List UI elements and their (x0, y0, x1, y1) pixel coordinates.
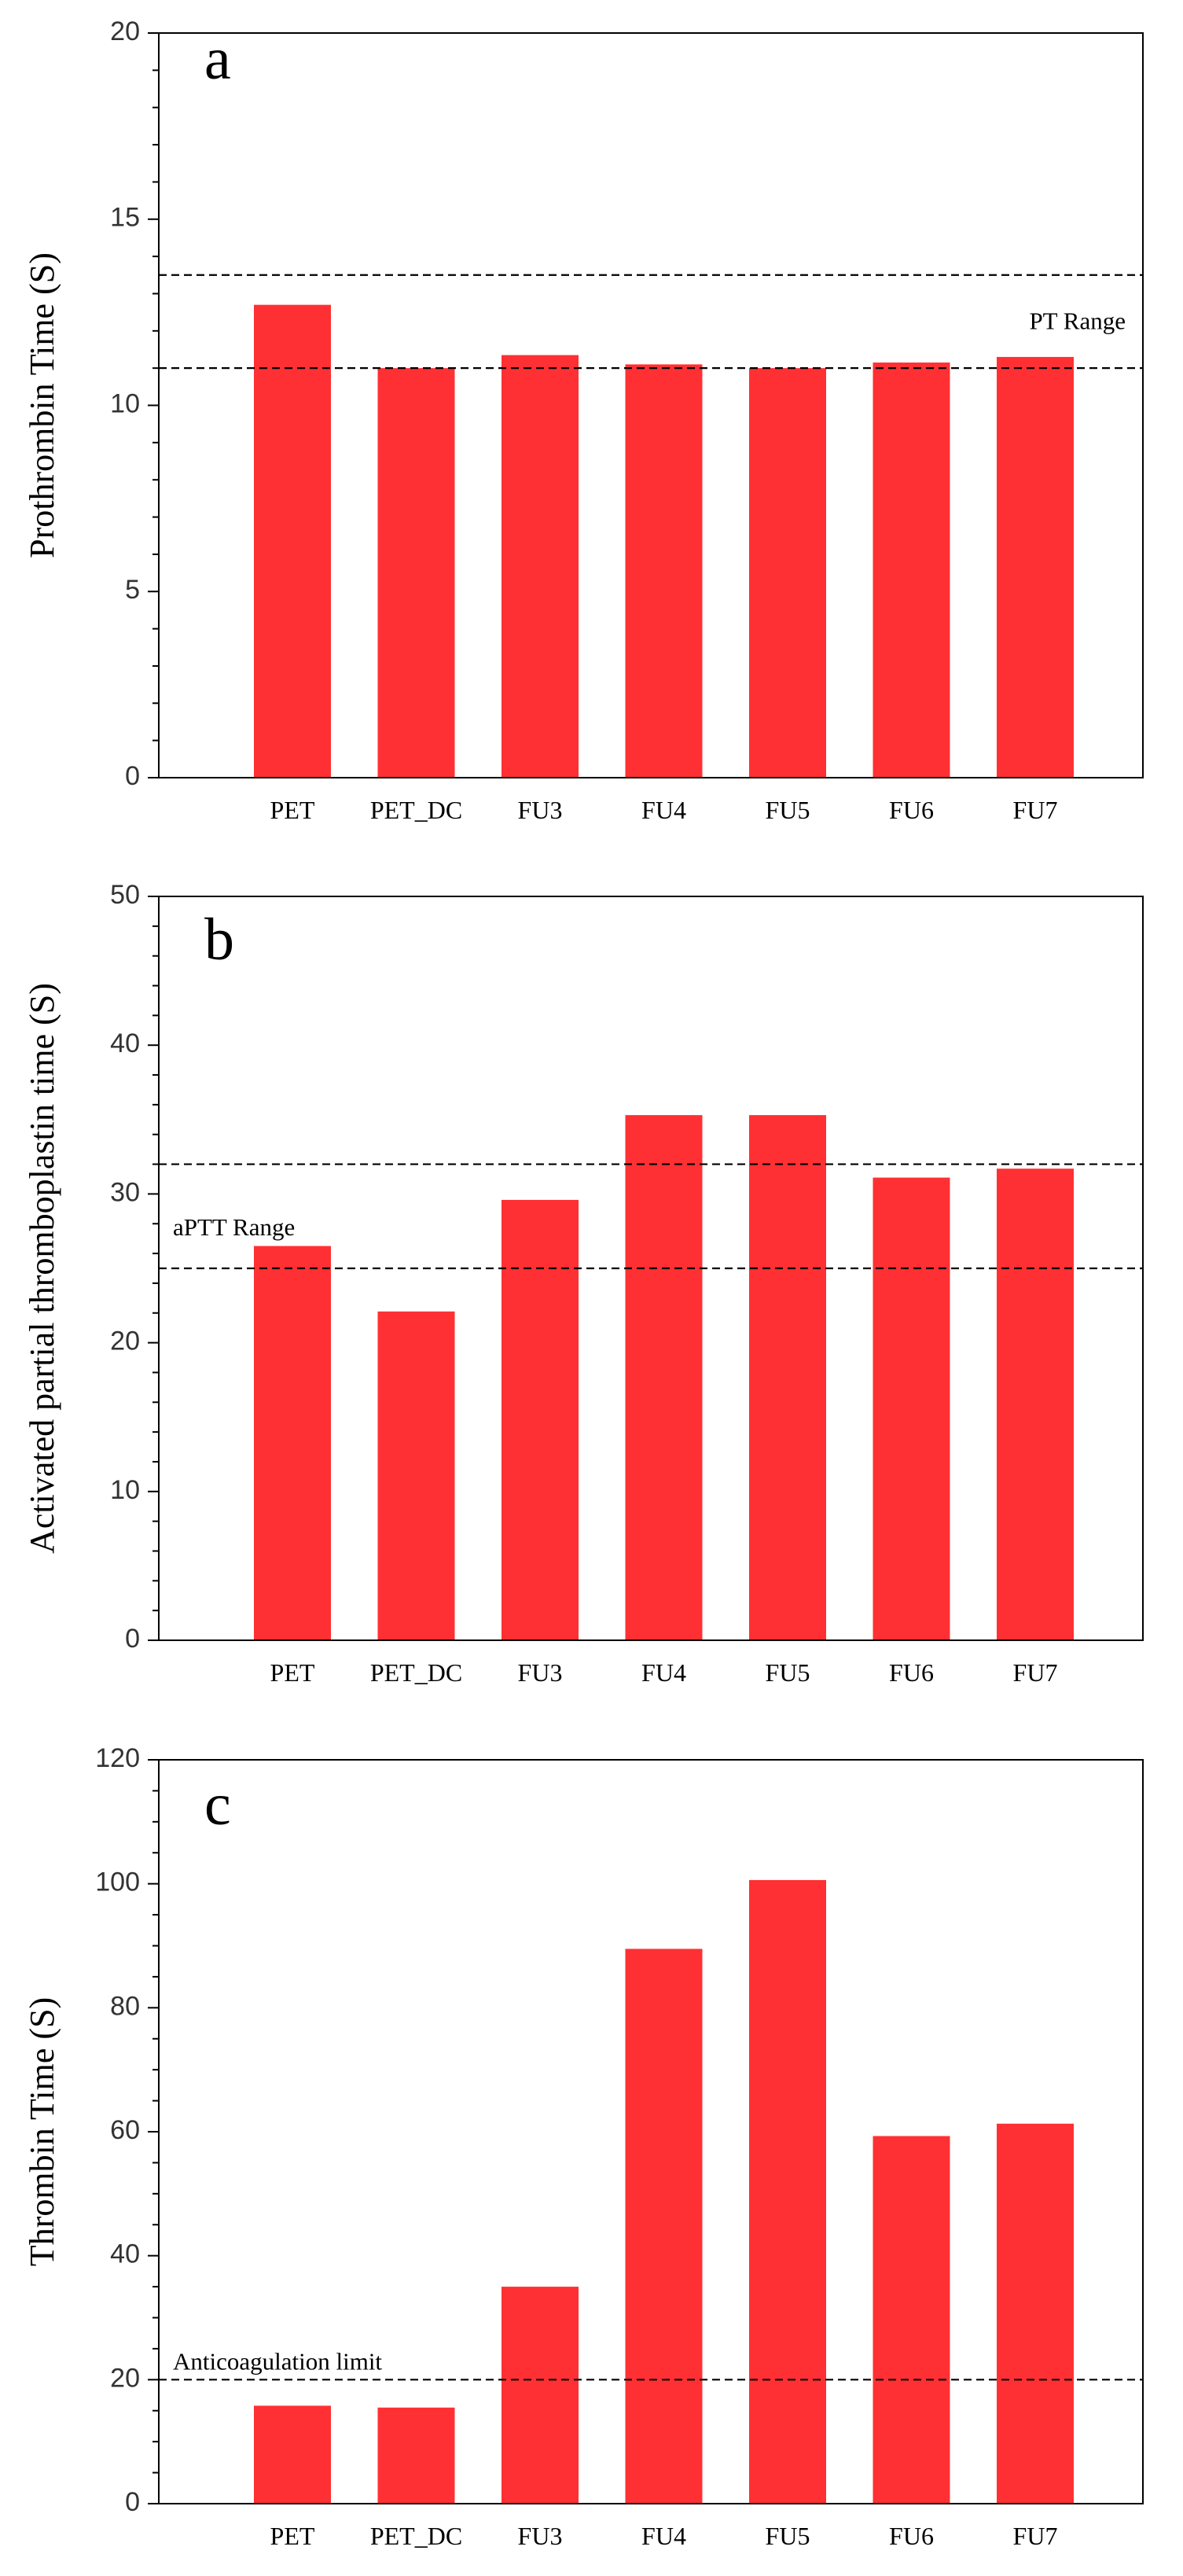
y-tick-label: 120 (95, 1743, 140, 1773)
panel-c-bar-fu5 (749, 1879, 826, 2504)
x-tick-label: FU4 (641, 796, 686, 824)
panel-a-x-axis: PET PET_DC FU3 FU4 FU5 FU6 FU7 (270, 796, 1058, 824)
panel-b-reference-label: aPTT Range (173, 1213, 295, 1241)
panel-b-bar-fu6 (873, 1177, 950, 1640)
panel-b-chart: b Activated partial thromboplastin time … (23, 880, 1144, 1687)
panel-a-reference-lines (159, 274, 1143, 370)
x-tick-label: PET (270, 1658, 315, 1687)
panel-a-y-axis-label: Prothrombin Time (S) (23, 252, 61, 558)
y-tick-label: 100 (95, 1868, 140, 1897)
panel-c-x-axis: PET PET_DC FU3 FU4 FU5 FU6 FU7 (270, 2522, 1058, 2550)
panel-b-y-axis-label: Activated partial thromboplastin time (S… (23, 983, 61, 1554)
panel-a-reference-label: PT Range (1029, 307, 1126, 334)
panel-a-bars (254, 304, 1074, 778)
panel-b-bar-pet (254, 1246, 331, 1640)
y-tick-label: 0 (125, 2487, 140, 2517)
x-tick-label: FU5 (766, 796, 810, 824)
panel-b-bar-fu5 (749, 1115, 826, 1640)
panel-b-bar-pet-dc (377, 1311, 455, 1640)
panel-b-bar-fu7 (997, 1168, 1074, 1640)
y-tick-label: 40 (110, 2239, 140, 2269)
panel-c-bar-pet (254, 2405, 331, 2504)
panel-c-letter: c (204, 1772, 231, 1838)
panel-b-plot-frame (158, 896, 1144, 1641)
panel-c-plot-frame (158, 1759, 1144, 2504)
x-tick-label: FU3 (518, 2522, 563, 2550)
panel-b-x-axis: PET PET_DC FU3 FU4 FU5 FU6 FU7 (270, 1658, 1058, 1687)
x-tick-label: FU6 (889, 796, 934, 824)
x-tick-label: FU6 (889, 1658, 934, 1687)
panel-b-y-axis: 0 10 20 30 40 50 (110, 880, 159, 1654)
panel-c-reference-label: Anticoagulation limit (173, 2348, 382, 2375)
panel-a-bar-fu4 (625, 364, 703, 778)
panel-a-bar-pet-dc (377, 368, 455, 778)
y-tick-label: 60 (110, 2115, 140, 2145)
panel-c-chart: c Thrombin Time (S) Anticoagulation limi… (23, 1743, 1144, 2550)
y-tick-label: 20 (110, 17, 140, 46)
panel-a-plot-frame (158, 32, 1144, 778)
x-tick-label: FU7 (1013, 1658, 1058, 1687)
panel-c-y-axis: 0 20 40 60 80 100 120 (95, 1743, 159, 2517)
panel-b-bar-fu3 (501, 1199, 579, 1640)
panel-a-bar-fu3 (501, 355, 579, 778)
y-tick-label: 50 (110, 880, 140, 910)
y-tick-label: 20 (110, 1327, 140, 1356)
y-tick-label: 0 (125, 1624, 140, 1654)
panel-a-y-axis: 0 5 10 15 20 (110, 17, 159, 791)
panel-c-bar-fu4 (625, 1949, 703, 2504)
y-tick-label: 30 (110, 1177, 140, 1207)
x-tick-label: FU5 (766, 1658, 810, 1687)
panel-a-bar-pet (254, 304, 331, 778)
panel-c-bar-pet-dc (377, 2407, 455, 2504)
panel-a-chart: a Prothrombin Time (S) PT Range 0 5 10 15 20… (23, 17, 1144, 824)
panel-c-bars (254, 1879, 1074, 2504)
y-tick-label: 10 (110, 388, 140, 418)
panel-c-bar-fu3 (501, 2287, 579, 2504)
y-tick-label: 5 (125, 575, 140, 605)
y-tick-label: 10 (110, 1475, 140, 1505)
panel-b-letter: b (204, 907, 234, 973)
panel-c-bar-fu6 (873, 2136, 950, 2504)
y-tick-label: 0 (125, 761, 140, 791)
y-tick-label: 20 (110, 2363, 140, 2393)
x-tick-label: FU3 (518, 796, 563, 824)
x-tick-label: PET (270, 796, 315, 824)
x-tick-label: FU6 (889, 2522, 934, 2550)
x-tick-label: FU4 (641, 2522, 686, 2550)
x-tick-label: FU4 (641, 1658, 686, 1687)
panel-b-bar-fu4 (625, 1115, 703, 1640)
panel-a-bar-fu6 (873, 362, 950, 778)
x-tick-label: PET_DC (370, 2522, 462, 2550)
x-tick-label: FU5 (766, 2522, 810, 2550)
y-tick-label: 40 (110, 1029, 140, 1058)
y-tick-label: 80 (110, 1991, 140, 2021)
panel-c-y-axis-label: Thrombin Time (S) (23, 1997, 61, 2266)
x-tick-label: FU7 (1013, 2522, 1058, 2550)
x-tick-label: PET_DC (370, 796, 462, 824)
x-tick-label: FU3 (518, 1658, 563, 1687)
x-tick-label: PET (270, 2522, 315, 2550)
y-tick-label: 15 (110, 203, 140, 233)
x-tick-label: PET_DC (370, 1658, 462, 1687)
x-tick-label: FU7 (1013, 796, 1058, 824)
panel-c-bar-fu7 (997, 2123, 1074, 2504)
panel-a-bar-fu5 (749, 368, 826, 778)
panel-a-letter: a (204, 26, 231, 92)
panel-b-reference-lines (159, 1163, 1143, 1270)
panel-b-bars (254, 1115, 1074, 1640)
panel-a-bar-fu7 (997, 356, 1074, 778)
